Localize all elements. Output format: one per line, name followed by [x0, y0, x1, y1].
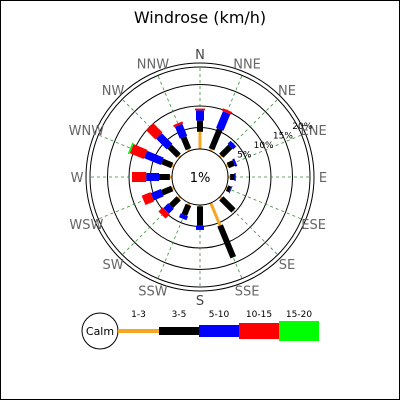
bar-nne-3-5: [208, 128, 223, 151]
bar-ne-5-10: [227, 140, 237, 150]
bar-wnw-15-20: [127, 142, 134, 155]
bar-se-3-5: [219, 196, 236, 213]
direction-label-nw: NW: [102, 84, 125, 99]
bar-nw-5-10: [156, 133, 173, 150]
legend-label-10-15: 10-15: [246, 310, 272, 320]
chart-title: Windrose (km/h): [134, 8, 266, 27]
bar-sse-3-5: [217, 224, 237, 259]
direction-label-wsw: WSW: [69, 218, 103, 233]
bar-nne-5-10: [216, 111, 231, 131]
grid-spoke-ese: [225, 187, 302, 220]
legend-label-1-3: 1-3: [131, 310, 146, 320]
grid-spoke-ene: [225, 134, 302, 167]
bar-sw-10-15: [158, 207, 170, 219]
legend-label-5-10: 5-10: [209, 310, 230, 320]
bar-ene-3-5: [226, 160, 235, 169]
direction-label-s: S: [196, 294, 204, 309]
direction-label-sw: SW: [102, 258, 123, 273]
direction-labels: N NNE NE ENE E ESE SE SSE S SSW SW WSW W WNW NW NNW: [69, 48, 327, 309]
legend-label-3-5: 3-5: [172, 310, 187, 320]
bar-wsw-10-15: [141, 192, 155, 206]
ring-label-4: 20%: [292, 122, 312, 132]
bar-sw-3-5: [168, 196, 181, 209]
bar-nw-3-5: [167, 144, 181, 158]
bar-wnw-3-5: [161, 158, 174, 169]
ring-label-2: 10%: [254, 141, 274, 151]
direction-label-w: W: [71, 171, 84, 186]
bar-ene-5-10: [232, 158, 238, 167]
direction-label-e: E: [319, 171, 327, 186]
ring-label-3: 15%: [273, 132, 293, 142]
calm-circle: [171, 148, 229, 206]
direction-label-ssw: SSW: [138, 285, 168, 300]
bar-ssw-3-5: [181, 203, 192, 216]
bar-nne-10-15: [222, 108, 233, 115]
direction-label-nnw: NNW: [137, 57, 169, 72]
bar-nw-10-15: [146, 123, 163, 140]
direction-label-sse: SSE: [235, 285, 260, 300]
bar-wsw-5-10: [150, 188, 164, 201]
grid-ring-3: [107, 84, 293, 270]
direction-label-nne: NNE: [233, 57, 261, 72]
calm-center: 1%: [171, 148, 229, 206]
direction-label-ese: ESE: [301, 218, 326, 233]
ring-labels: 5%10%15%20%: [237, 122, 313, 160]
direction-label-ene: ENE: [301, 124, 327, 139]
ring-label-1: 5%: [237, 150, 252, 160]
legend-label-15-20: 15-20: [286, 310, 312, 320]
direction-label-n: N: [195, 48, 205, 63]
bar-nnw-10-15: [173, 121, 184, 128]
bar-sw-5-10: [163, 203, 174, 214]
speed-legend: Calm 1-3 3-5 5-10 10-15 15-20: [81, 310, 319, 350]
calm-value-label: 1%: [190, 171, 211, 186]
direction-label-wnw: WNW: [69, 124, 105, 139]
bar-wsw-3-5: [161, 185, 174, 196]
bar-sse-1-3: [209, 202, 222, 227]
bar-ssw-5-10: [179, 213, 189, 221]
grid-ring-4: [85, 62, 315, 292]
bar-nnw-3-5: [180, 136, 192, 151]
bar-wnw-10-15: [129, 144, 148, 160]
bar-ne-3-5: [219, 144, 233, 158]
legend-calm-label: Calm: [86, 325, 114, 338]
direction-label-ne: NE: [278, 84, 296, 99]
bar-ese-3-5: [225, 185, 232, 193]
grid-ring-outer: [89, 66, 311, 288]
bar-wnw-5-10: [143, 150, 164, 166]
direction-label-se: SE: [279, 258, 295, 273]
bar-nnw-5-10: [174, 123, 188, 139]
wind-bars: [127, 108, 238, 259]
